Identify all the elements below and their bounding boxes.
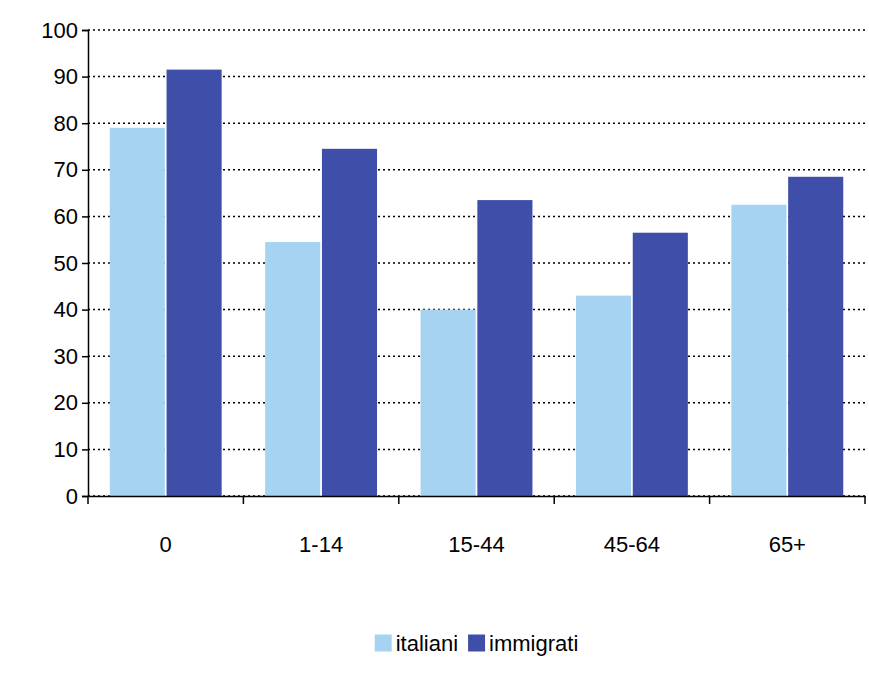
y-tick-mark bbox=[82, 76, 88, 78]
bar bbox=[167, 70, 222, 496]
x-tick-label: 65+ bbox=[769, 532, 806, 557]
bar bbox=[421, 310, 476, 496]
bar bbox=[477, 200, 532, 496]
bar bbox=[633, 233, 688, 496]
y-tick-label: 60 bbox=[54, 204, 78, 229]
x-tick-label: 1-14 bbox=[299, 532, 343, 557]
x-tick-label: 0 bbox=[160, 532, 172, 557]
x-tick-label: 45-64 bbox=[604, 532, 660, 557]
bar bbox=[731, 205, 786, 496]
y-tick: 80 bbox=[54, 111, 88, 136]
legend-item: italiani bbox=[375, 631, 458, 656]
legend-label: immigrati bbox=[489, 631, 578, 656]
y-tick-label: 80 bbox=[54, 111, 78, 136]
y-tick: 10 bbox=[54, 437, 88, 462]
y-tick-mark bbox=[82, 263, 88, 265]
x-tick: 45-64 bbox=[604, 496, 660, 557]
y-tick: 30 bbox=[54, 344, 88, 369]
x-axis-line bbox=[89, 496, 866, 498]
y-tick-label: 0 bbox=[66, 484, 78, 509]
bar bbox=[322, 149, 377, 496]
y-tick-label: 90 bbox=[54, 64, 78, 89]
y-tick-label: 40 bbox=[54, 297, 78, 322]
x-axis: 0 1-14 15-44 45-64 65+ bbox=[89, 496, 866, 557]
y-tick-mark bbox=[82, 123, 88, 125]
category-separator bbox=[243, 496, 245, 504]
y-axis: 0 10 20 30 40 50 60 70 80 90 100 bbox=[41, 18, 88, 509]
y-tick-label: 20 bbox=[54, 390, 78, 415]
bar bbox=[265, 242, 320, 496]
y-tick: 100 bbox=[41, 18, 88, 43]
y-tick-mark bbox=[82, 170, 88, 172]
y-tick: 40 bbox=[54, 297, 88, 322]
y-tick-label: 50 bbox=[54, 251, 78, 276]
bar bbox=[788, 177, 843, 496]
y-tick-mark bbox=[82, 309, 88, 311]
y-tick-mark bbox=[82, 216, 88, 218]
y-tick-mark bbox=[82, 496, 88, 498]
legend-swatch bbox=[375, 635, 392, 652]
y-axis-line bbox=[82, 31, 89, 497]
bars bbox=[110, 70, 843, 496]
y-tick: 70 bbox=[54, 157, 88, 182]
y-tick-label: 30 bbox=[54, 344, 78, 369]
category-separator bbox=[553, 496, 555, 504]
bar bbox=[110, 128, 165, 496]
y-tick: 90 bbox=[54, 64, 88, 89]
category-separator bbox=[709, 496, 711, 504]
legend: italiani immigrati bbox=[375, 631, 579, 656]
x-tick: 1-14 bbox=[299, 496, 343, 557]
x-tick-label: 15-44 bbox=[448, 532, 504, 557]
y-tick-mark bbox=[82, 30, 88, 32]
legend-item: immigrati bbox=[468, 631, 578, 656]
category-separator bbox=[398, 496, 400, 504]
y-tick: 20 bbox=[54, 390, 88, 415]
x-tick: 0 bbox=[160, 496, 172, 557]
x-tick: 15-44 bbox=[448, 496, 504, 557]
category-separator bbox=[87, 496, 89, 504]
y-tick: 50 bbox=[54, 251, 88, 276]
y-tick-mark bbox=[82, 449, 88, 451]
y-tick-label: 70 bbox=[54, 157, 78, 182]
grid bbox=[88, 30, 865, 496]
y-tick-label: 10 bbox=[54, 437, 78, 462]
grid-line bbox=[88, 29, 865, 31]
category-separator bbox=[864, 496, 866, 504]
legend-swatch bbox=[468, 635, 485, 652]
y-tick: 0 bbox=[66, 484, 88, 509]
chart: 0 10 20 30 40 50 60 70 80 90 100 0 1-14 15-44 45-64 65+… bbox=[0, 0, 869, 683]
y-tick-mark bbox=[82, 356, 88, 358]
bar bbox=[576, 296, 631, 496]
legend-label: italiani bbox=[396, 631, 458, 656]
y-tick-mark bbox=[82, 403, 88, 405]
x-tick: 65+ bbox=[769, 496, 806, 557]
y-tick-label: 100 bbox=[41, 18, 78, 43]
y-tick: 60 bbox=[54, 204, 88, 229]
